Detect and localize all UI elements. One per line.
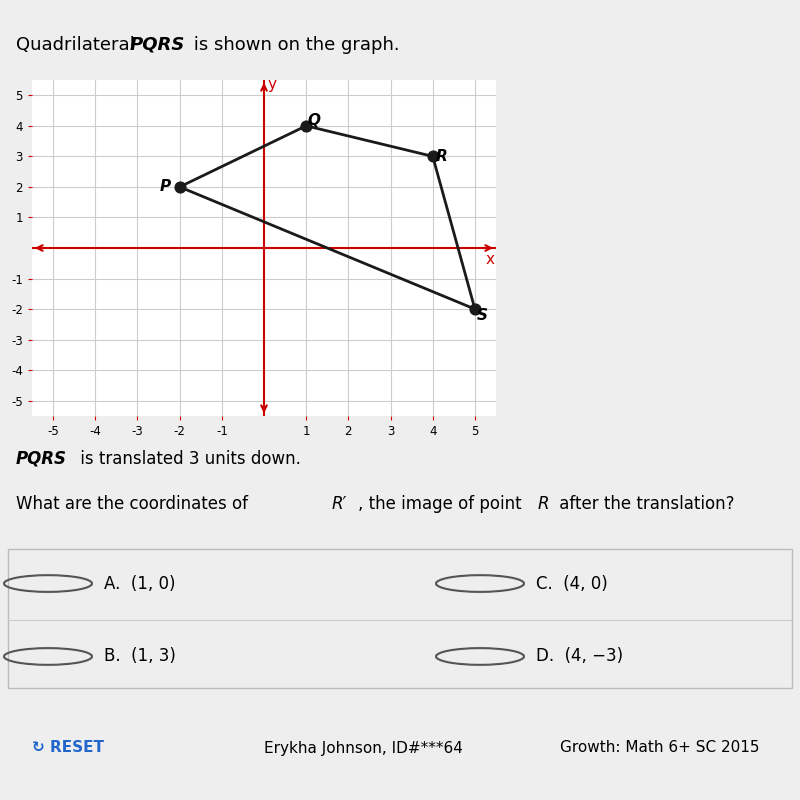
Text: S: S [477, 308, 488, 322]
Text: P: P [159, 179, 170, 194]
Text: What are the coordinates of: What are the coordinates of [16, 495, 254, 514]
Text: R: R [538, 495, 549, 514]
Text: is shown on the graph.: is shown on the graph. [188, 36, 400, 54]
Text: D.  (4, −3): D. (4, −3) [536, 647, 623, 666]
Text: after the translation?: after the translation? [554, 495, 734, 514]
Text: ↻ RESET: ↻ RESET [32, 741, 104, 755]
Text: Quadrilateral: Quadrilateral [16, 36, 141, 54]
Point [300, 119, 313, 132]
Text: y: y [268, 77, 277, 92]
Text: x: x [485, 252, 494, 267]
Point [426, 150, 439, 162]
Text: , the image of point: , the image of point [358, 495, 527, 514]
Text: A.  (1, 0): A. (1, 0) [104, 574, 175, 593]
Text: PQRS: PQRS [16, 450, 67, 468]
Text: Q: Q [307, 113, 320, 128]
Text: is translated 3 units down.: is translated 3 units down. [75, 450, 301, 468]
Point [469, 302, 482, 315]
Text: Erykha Johnson, ID#***64: Erykha Johnson, ID#***64 [264, 741, 463, 755]
Text: Growth: Math 6+ SC 2015: Growth: Math 6+ SC 2015 [560, 741, 759, 755]
Text: C.  (4, 0): C. (4, 0) [536, 574, 608, 593]
Text: R: R [436, 149, 448, 164]
Text: R′: R′ [332, 495, 347, 514]
Text: PQRS: PQRS [130, 36, 185, 54]
Text: B.  (1, 3): B. (1, 3) [104, 647, 176, 666]
Point [174, 181, 186, 194]
